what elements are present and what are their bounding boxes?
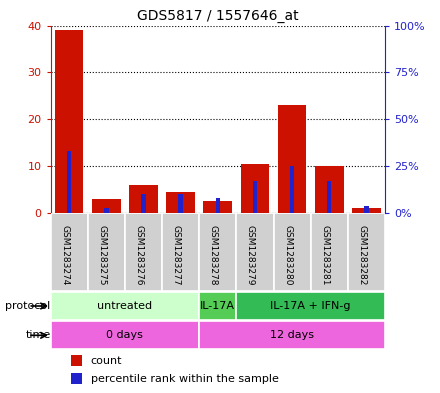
Bar: [67, 151, 71, 213]
Text: GSM1283274: GSM1283274: [60, 225, 69, 285]
Text: GSM1283277: GSM1283277: [172, 225, 181, 285]
Text: GSM1283276: GSM1283276: [135, 225, 143, 285]
Bar: [88, 213, 125, 291]
Text: time: time: [26, 331, 51, 340]
Bar: [104, 208, 109, 213]
Title: GDS5817 / 1557646_at: GDS5817 / 1557646_at: [137, 9, 299, 23]
Bar: [166, 192, 195, 213]
Bar: [290, 166, 294, 213]
Bar: [141, 195, 146, 213]
Bar: [253, 181, 257, 213]
Bar: [352, 208, 381, 213]
Bar: [241, 164, 269, 213]
Bar: [199, 321, 385, 349]
Text: percentile rank within the sample: percentile rank within the sample: [91, 373, 279, 384]
Text: GSM1283275: GSM1283275: [97, 225, 106, 285]
Text: GSM1283280: GSM1283280: [283, 225, 292, 285]
Bar: [199, 292, 236, 320]
Bar: [129, 185, 158, 213]
Bar: [203, 202, 232, 213]
Bar: [55, 30, 84, 213]
Bar: [311, 213, 348, 291]
Text: IL-17A + IFN-g: IL-17A + IFN-g: [271, 301, 351, 311]
Bar: [236, 213, 274, 291]
Bar: [51, 321, 199, 349]
Bar: [364, 206, 369, 213]
Bar: [348, 213, 385, 291]
Text: count: count: [91, 356, 122, 365]
Bar: [92, 199, 121, 213]
Bar: [71, 354, 82, 366]
Bar: [327, 181, 331, 213]
Bar: [51, 292, 199, 320]
Bar: [278, 105, 306, 213]
Bar: [162, 213, 199, 291]
Bar: [315, 166, 344, 213]
Bar: [274, 213, 311, 291]
Bar: [71, 373, 82, 384]
Text: GSM1283282: GSM1283282: [357, 225, 367, 285]
Text: untreated: untreated: [97, 301, 153, 311]
Bar: [125, 213, 162, 291]
Text: 0 days: 0 days: [106, 331, 143, 340]
Text: GSM1283279: GSM1283279: [246, 225, 255, 285]
Bar: [216, 198, 220, 213]
Bar: [236, 292, 385, 320]
Text: 12 days: 12 days: [270, 331, 314, 340]
Text: GSM1283278: GSM1283278: [209, 225, 218, 285]
Text: protocol: protocol: [5, 301, 51, 311]
Text: IL-17A: IL-17A: [200, 301, 235, 311]
Bar: [199, 213, 236, 291]
Bar: [178, 195, 183, 213]
Bar: [51, 213, 88, 291]
Text: GSM1283281: GSM1283281: [320, 225, 329, 285]
